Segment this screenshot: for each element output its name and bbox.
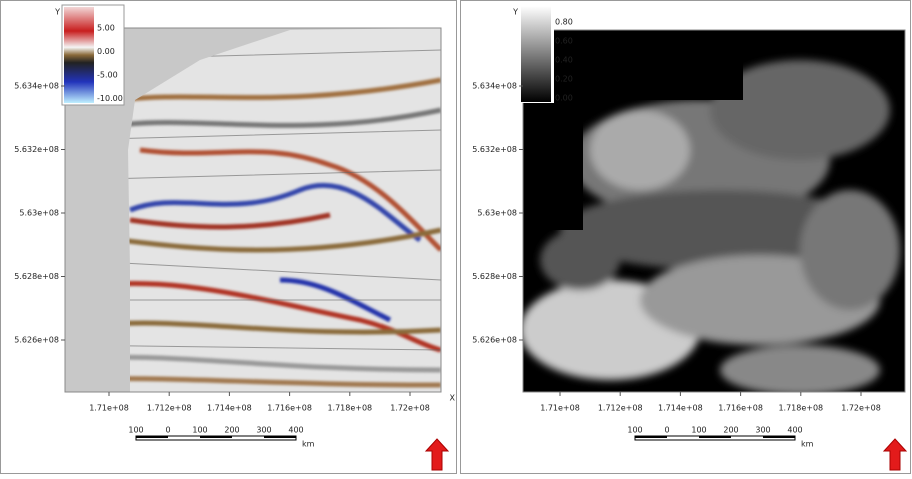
scale-label: 0 [165, 426, 170, 435]
scale-label: 200 [224, 426, 239, 435]
scale-bar-segment [699, 436, 731, 438]
scale-label: 100 [192, 426, 207, 435]
x-tick-label: 1.71e+08 [89, 404, 129, 413]
colorbar [64, 7, 94, 103]
y-tick-label: 5.626e+08 [14, 336, 59, 345]
mask [583, 30, 743, 100]
y-tick-label: 5.632e+08 [14, 145, 59, 154]
scale-label: 100 [128, 426, 143, 435]
x-tick-label: 1.716e+08 [267, 404, 312, 413]
x-tick-label: 1.712e+08 [598, 404, 643, 413]
colorbar-label: 5.00 [97, 24, 115, 33]
scale-label: 400 [288, 426, 303, 435]
x-tick-label: 1.712e+08 [147, 404, 192, 413]
scale-unit: km [801, 440, 814, 449]
y-tick-label: 5.626e+08 [472, 336, 517, 345]
colorbar-label: 0.60 [555, 37, 573, 46]
y-tick-label: 5.63e+08 [19, 209, 59, 218]
x-tick-label: 1.72e+08 [841, 404, 881, 413]
colorbar [521, 6, 551, 102]
scale-label: 300 [256, 426, 271, 435]
colorbar-label: 0.20 [555, 75, 573, 84]
colorbar-label: 0.00 [97, 47, 115, 56]
scale-label: 300 [755, 426, 770, 435]
x-axis-label: X [450, 394, 456, 403]
x-tick-label: 1.714e+08 [658, 404, 703, 413]
y-tick-label: 5.634e+08 [14, 82, 59, 91]
scale-unit: km [302, 440, 315, 449]
y-axis-label: Y [54, 8, 60, 17]
scale-label: 100 [691, 426, 706, 435]
scale-bar-segment [136, 436, 168, 438]
scale-bar-segment [635, 436, 667, 438]
y-axis-label: Y [512, 8, 518, 17]
app-window: Y X Y 5.00 0.00 -5.00 -10.00 5.634e+08 5.632e… [0, 0, 912, 475]
scale-bar-segment [763, 436, 795, 438]
x-tick-label: 1.71e+08 [540, 404, 580, 413]
scale-label: 0 [664, 426, 669, 435]
x-tick-label: 1.716e+08 [718, 404, 763, 413]
scale-bar-segment [264, 436, 296, 438]
colorbar-label: 0.40 [555, 56, 573, 65]
colorbar-label: 0.80 [555, 18, 573, 27]
y-tick-label: 5.628e+08 [14, 272, 59, 281]
scale-bar-segment [200, 436, 232, 438]
colorbar-label: 0.00 [555, 94, 573, 103]
scale-label: 200 [723, 426, 738, 435]
y-tick-label: 5.63e+08 [477, 209, 517, 218]
y-tick-label: 5.632e+08 [472, 145, 517, 154]
scale-label: 100 [627, 426, 642, 435]
colorbar-label: -10.00 [97, 94, 123, 103]
scale-label: 400 [787, 426, 802, 435]
x-tick-label: 1.718e+08 [778, 404, 823, 413]
x-tick-label: 1.72e+08 [390, 404, 430, 413]
y-tick-label: 5.634e+08 [472, 82, 517, 91]
x-tick-label: 1.714e+08 [207, 404, 252, 413]
y-tick-label: 5.628e+08 [472, 272, 517, 281]
x-tick-label: 1.718e+08 [327, 404, 372, 413]
colorbar-label: -5.00 [97, 71, 118, 80]
